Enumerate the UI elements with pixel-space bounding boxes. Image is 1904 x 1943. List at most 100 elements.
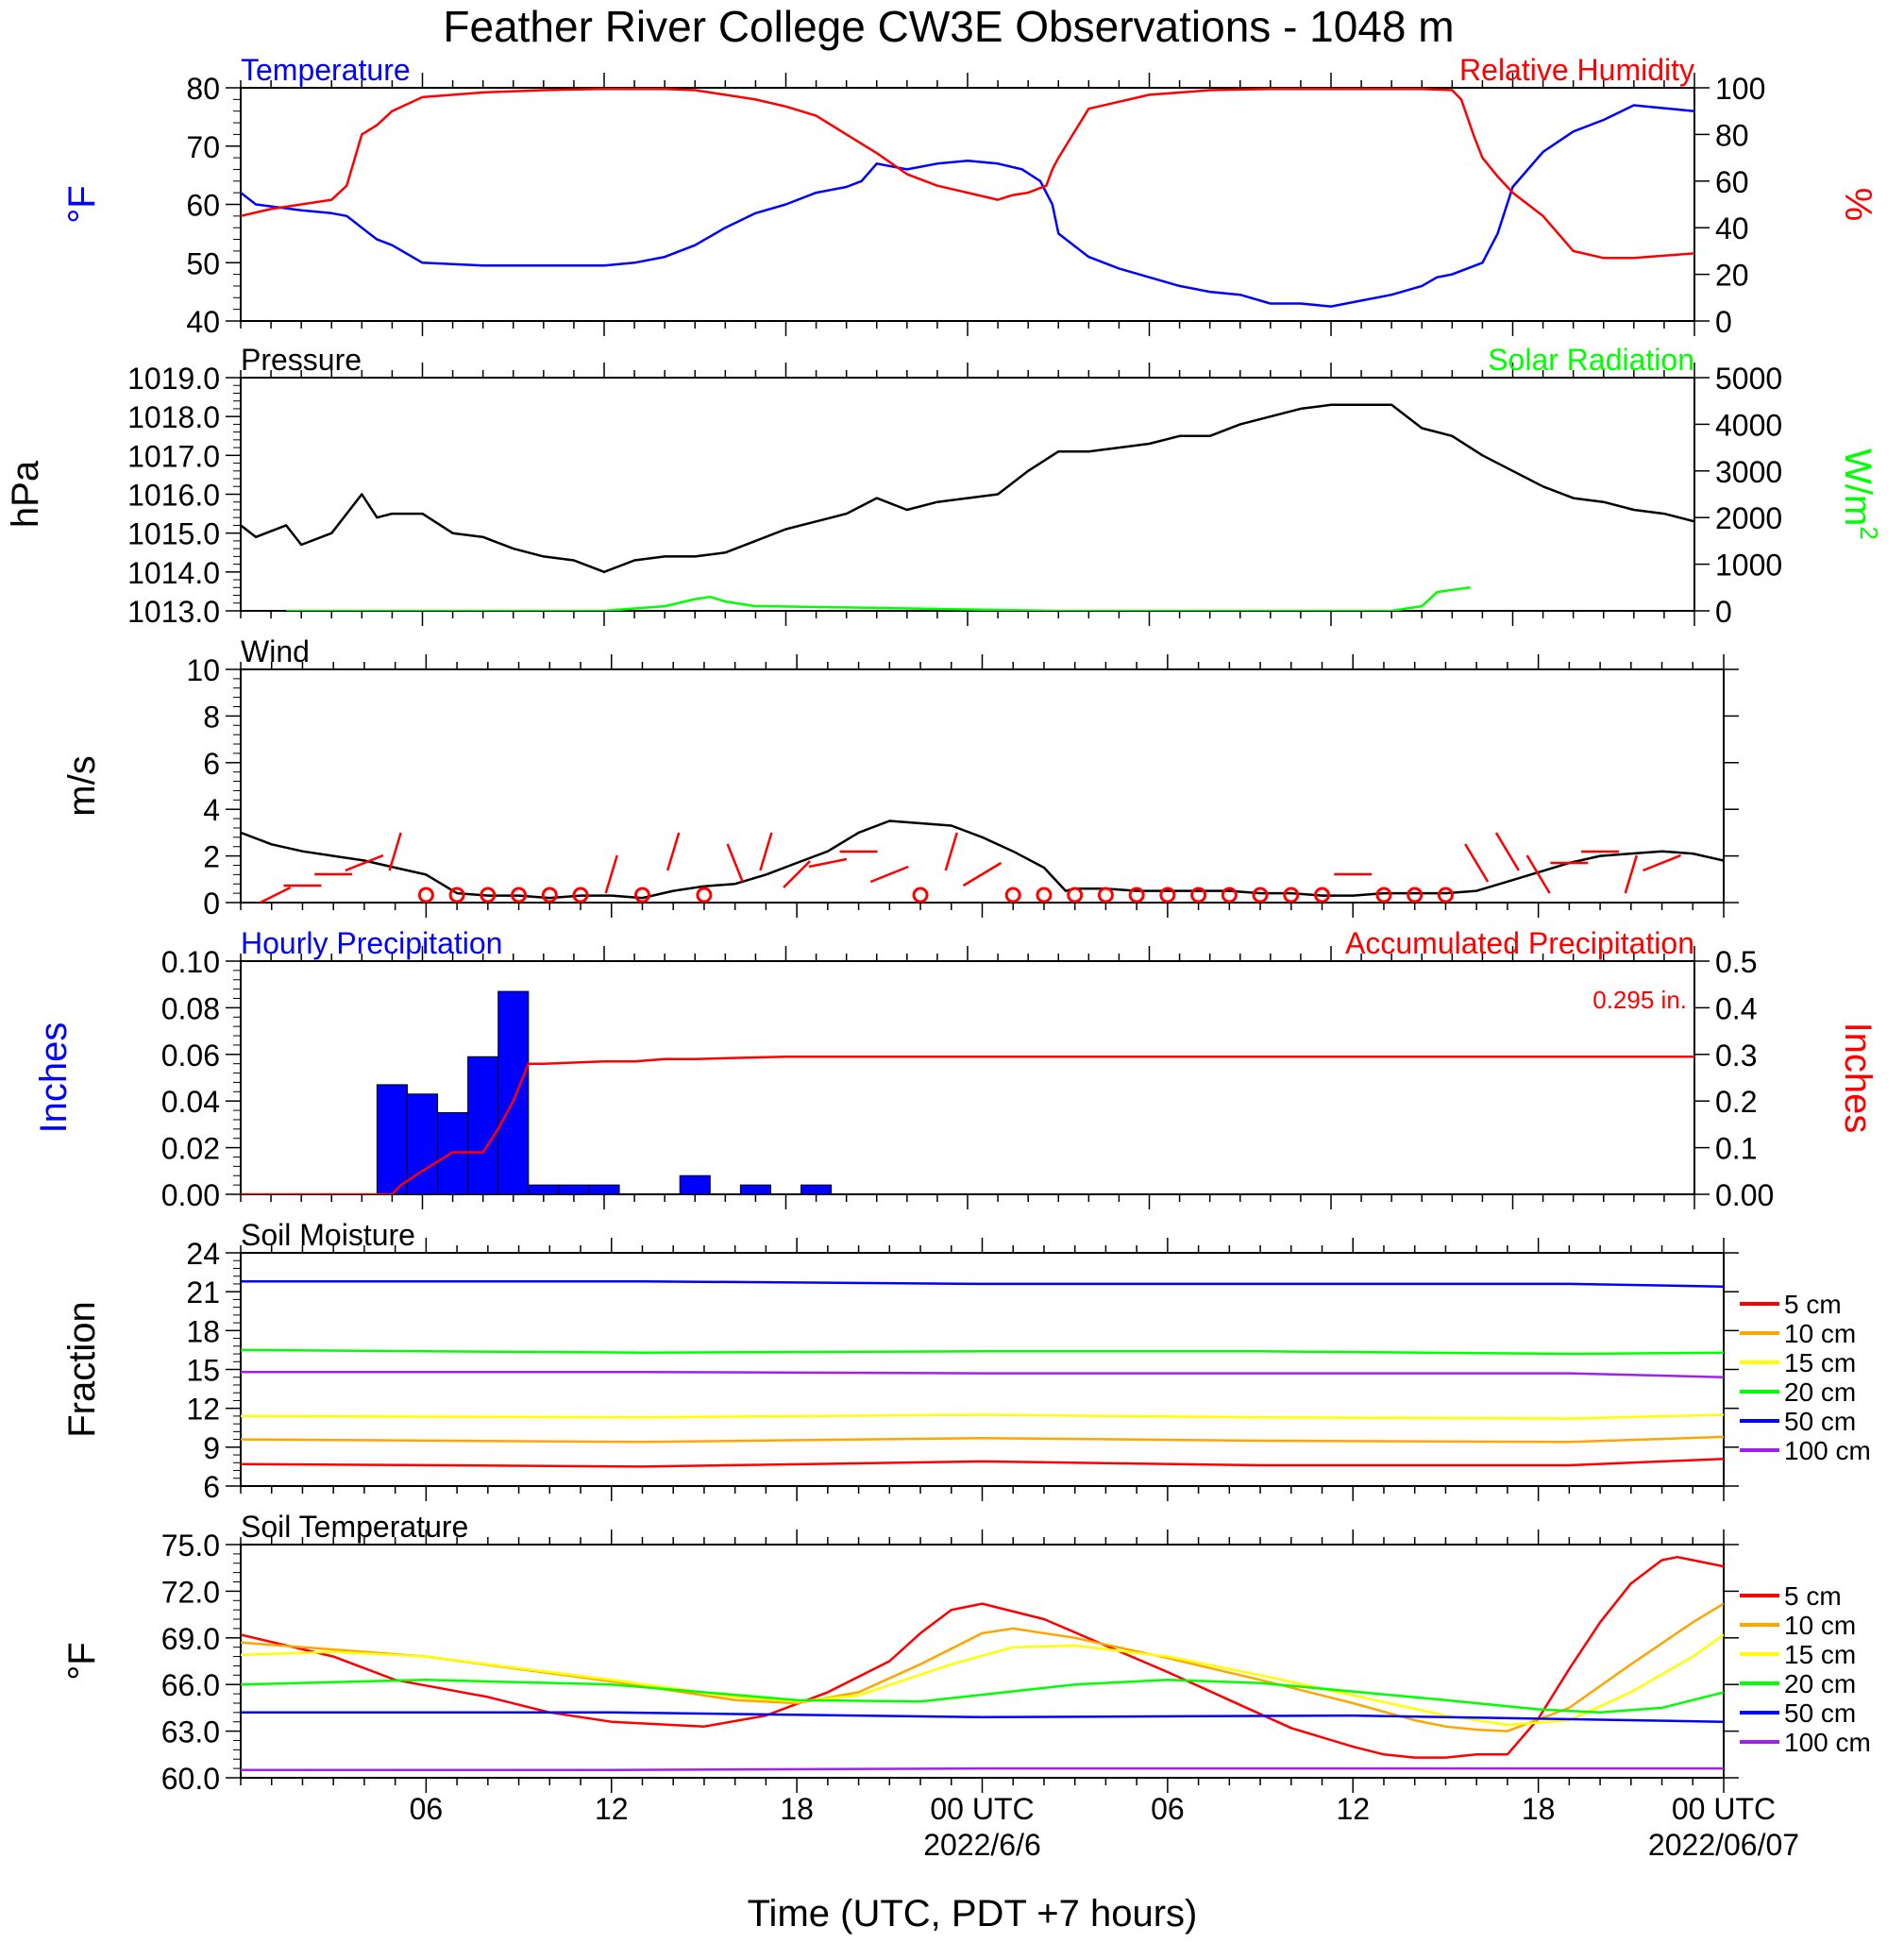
plot-frame <box>240 1252 1725 1487</box>
plot-area <box>241 403 1694 611</box>
panel-title-left: Temperature <box>241 53 411 87</box>
wind-barb <box>962 861 1003 887</box>
precip-bar <box>588 1184 620 1194</box>
precip-bar <box>558 1184 590 1194</box>
y-tick-label-left: 10 <box>186 653 220 687</box>
y-tick-label-left: 18 <box>186 1314 220 1348</box>
wind-barb <box>604 854 618 894</box>
y-tick-label-left: 4 <box>203 793 220 827</box>
panel-title-right: Relative Humidity <box>1459 53 1694 87</box>
y-tick-label-left: 6 <box>203 1470 220 1504</box>
y-tick-label-left: 0 <box>203 887 220 921</box>
wind-calm-marker <box>696 887 713 903</box>
panel-title-right: Accumulated Precipitation <box>1345 926 1694 960</box>
y-tick-label-right: 5000 <box>1715 362 1782 396</box>
wind-calm-marker <box>448 887 465 903</box>
plot-area <box>241 819 1724 903</box>
x-tick-label: 00 UTC <box>930 1792 1034 1826</box>
panel-title-left: Wind <box>241 634 310 668</box>
precip-bar <box>376 1084 408 1194</box>
wind-calm-marker <box>912 887 929 903</box>
wind-barb <box>726 843 744 883</box>
wind-barb <box>1643 853 1682 872</box>
y-axis-label-left: Inches <box>33 1022 75 1134</box>
series-line-temperature <box>241 104 1694 308</box>
y-axis-label-right: W/m2 <box>1837 448 1883 540</box>
y-tick-label-left: 9 <box>203 1431 220 1465</box>
wind-calm-marker <box>1067 887 1084 903</box>
x-axis-label: Time (UTC, PDT +7 hours) <box>748 1893 1198 1935</box>
y-tick-label-right: 4000 <box>1715 408 1782 442</box>
y-tick-label-left: 66.0 <box>161 1668 220 1702</box>
precip-bar <box>679 1174 711 1194</box>
wind-calm-marker <box>1190 887 1207 903</box>
y-tick-label-right: 0 <box>1715 595 1732 629</box>
legend-label: 15 cm <box>1784 1348 1856 1377</box>
y-axis-label-right: Inches <box>1837 1022 1879 1134</box>
precip-bar <box>800 1184 833 1194</box>
plot-area <box>241 990 1694 1194</box>
wind-calm-marker <box>1407 887 1424 903</box>
wind-calm-marker <box>1283 887 1300 903</box>
y-tick-label-left: 0.00 <box>161 1178 220 1212</box>
panel-soil-moisture: 6 9 12 15 18 21 24 Soil Moisture Fraction 5 cm10 … <box>61 1218 1871 1504</box>
y-tick-label-left: 60 <box>186 189 220 223</box>
panel-title-left: Pressure <box>241 343 362 377</box>
wind-barb <box>388 832 402 871</box>
series-line-100-cm <box>241 1370 1724 1378</box>
legend-label: 100 cm <box>1784 1728 1871 1757</box>
y-tick-label-left: 0.04 <box>161 1085 220 1119</box>
wind-barb <box>345 853 384 872</box>
precip-bar <box>528 1184 560 1194</box>
y-tick-label-right: 0.4 <box>1715 991 1757 1025</box>
y-tick-label-right: 0.5 <box>1715 945 1757 979</box>
x-tick-label: 18 <box>1522 1792 1556 1826</box>
accumulated-precip-line <box>241 1056 1694 1194</box>
precip-bar <box>497 990 530 1194</box>
panel-temperature-humidity: 40 50 60 70 80 0 20 40 60 80 100 Temperature Relativ… <box>61 53 1879 339</box>
series-line-relative-humidity <box>241 88 1694 260</box>
y-tick-label-right: 1000 <box>1715 549 1782 583</box>
y-tick-label-left: 70 <box>186 130 220 164</box>
x-tick-label: 12 <box>595 1792 629 1826</box>
panel-title-right: Solar Radiation <box>1488 343 1694 377</box>
series-line-10-cm <box>241 1435 1724 1444</box>
wind-barb <box>783 860 812 888</box>
x-date-label: 2022/06/07 <box>1648 1828 1799 1862</box>
y-tick-label-left: 1016.0 <box>127 479 220 513</box>
y-axis-label-left: °F <box>61 1642 103 1680</box>
series-line-wind <box>241 819 1724 900</box>
y-tick-label-left: 1014.0 <box>127 556 220 590</box>
chart-title: Feather River College CW3E Observations … <box>443 2 1454 51</box>
precip-bar <box>467 1056 499 1194</box>
series-line-100-cm <box>241 1766 1724 1772</box>
y-tick-label-right: 40 <box>1715 211 1749 245</box>
legend-label: 20 cm <box>1784 1377 1856 1407</box>
wind-barb <box>666 832 681 871</box>
y-tick-label-left: 63.0 <box>161 1715 220 1749</box>
y-tick-label-left: 2 <box>203 840 220 874</box>
wind-barb <box>1464 843 1490 883</box>
y-tick-label-right: 2000 <box>1715 501 1782 535</box>
y-tick-label-left: 12 <box>186 1393 220 1427</box>
y-tick-label-left: 6 <box>203 747 220 781</box>
y-tick-label-left: 1019.0 <box>127 362 220 396</box>
y-tick-label-left: 40 <box>186 305 220 339</box>
y-tick-label-left: 50 <box>186 246 220 280</box>
wind-barb <box>869 865 909 884</box>
y-tick-label-left: 72.0 <box>161 1575 220 1609</box>
y-tick-label-left: 0.06 <box>161 1039 220 1073</box>
y-tick-label-right: 100 <box>1715 72 1765 106</box>
x-tick-label: 12 <box>1336 1792 1370 1826</box>
wind-calm-marker <box>1221 887 1238 903</box>
x-tick-label: 00 UTC <box>1672 1792 1776 1826</box>
y-tick-label-right: 0.3 <box>1715 1039 1757 1073</box>
y-tick-label-left: 1013.0 <box>127 595 220 629</box>
legend-label: 15 cm <box>1784 1640 1856 1669</box>
panel-pressure-solar: 1013.0 1014.0 1015.0 1016.0 1017.0 1018.0 1019… <box>5 343 1883 629</box>
wind-calm-marker <box>480 887 497 903</box>
